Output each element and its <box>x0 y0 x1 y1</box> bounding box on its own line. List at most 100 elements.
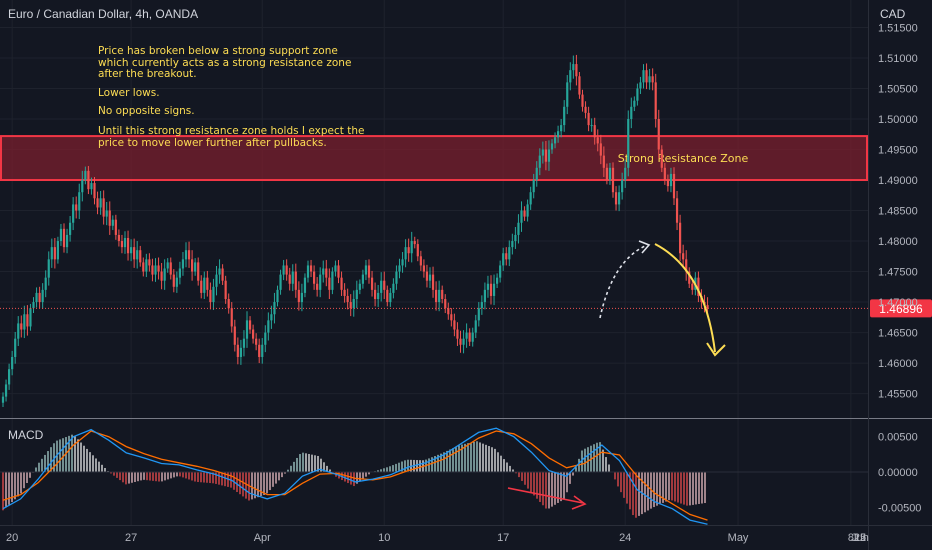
candle-body <box>130 247 133 254</box>
candle-body <box>288 274 291 284</box>
candle-body <box>584 106 587 113</box>
candle-body <box>72 204 75 223</box>
candle-body <box>50 247 53 260</box>
time-tick-label: 24 <box>619 532 631 544</box>
candle-body <box>346 295 349 303</box>
candle-body <box>474 320 477 333</box>
candle-body <box>17 323 20 339</box>
candle-body <box>11 356 14 370</box>
candle-body <box>422 265 425 272</box>
candle-body <box>447 308 450 315</box>
candle-body <box>691 283 694 290</box>
candle-body <box>69 222 72 235</box>
candle-body <box>614 192 618 205</box>
time-tick-label: May <box>728 532 749 544</box>
price-tick-label: 1.47000 <box>878 297 918 309</box>
candle-body <box>627 118 630 168</box>
candle-body <box>126 237 130 254</box>
candle-body <box>230 308 233 327</box>
candle-body <box>541 149 544 156</box>
candle-body <box>20 323 23 330</box>
projection-arrow-head <box>706 342 726 357</box>
annotation-text-expectation: Until this strong resistance zone holds … <box>98 125 365 149</box>
candle-body <box>1 396 5 403</box>
price-tick-label: 1.50500 <box>878 83 918 95</box>
macd-indicator-label[interactable]: MACD <box>8 428 44 442</box>
candle-body <box>520 210 523 223</box>
candle-body <box>212 286 215 303</box>
candle-body <box>218 268 221 275</box>
candle-body <box>233 326 236 345</box>
candle-body <box>444 299 447 309</box>
candle-body <box>352 299 355 309</box>
candle-body <box>319 274 322 290</box>
candle-body <box>398 265 401 272</box>
candle-body <box>44 277 47 290</box>
candle-body <box>178 268 181 278</box>
candle-body <box>593 125 596 138</box>
candle-body <box>279 274 282 290</box>
candle-body <box>581 94 584 107</box>
candle-body <box>392 283 395 293</box>
time-tick-label: 15 <box>854 532 866 544</box>
candle-body <box>334 265 337 272</box>
candle-body <box>306 265 310 278</box>
candle-body <box>645 70 648 83</box>
candle-body <box>377 292 380 300</box>
candle-body <box>547 149 551 162</box>
candle-body <box>706 305 709 309</box>
last-price-tag <box>870 299 932 318</box>
candle-body <box>47 259 50 278</box>
candle-body <box>532 180 535 193</box>
candle-body <box>59 228 63 242</box>
candle-body <box>505 253 508 260</box>
candle-body <box>669 173 673 187</box>
candle-body <box>663 167 666 181</box>
candle-body <box>560 125 563 132</box>
candle-body <box>355 289 358 300</box>
candle-body <box>239 347 242 357</box>
candle-body <box>550 143 554 150</box>
price-tick-label: 1.51500 <box>878 22 918 34</box>
candle-body <box>187 250 191 260</box>
candle-body <box>294 271 297 290</box>
candle-body <box>557 131 560 138</box>
candle-body <box>53 247 56 260</box>
candle-body <box>227 299 230 309</box>
candle-body <box>370 277 374 290</box>
candle-body <box>413 241 416 245</box>
candle-body <box>349 302 352 309</box>
candle-body <box>133 247 136 260</box>
annotation-text-lower-lows: Lower lows. <box>98 87 160 99</box>
candle-body <box>169 262 172 275</box>
candle-body <box>675 198 679 223</box>
candle-body <box>252 329 255 339</box>
price-tick-label: 1.49500 <box>878 145 918 157</box>
candle-body <box>499 265 502 278</box>
time-tick-label: 27 <box>125 532 137 544</box>
candle-body <box>544 149 547 162</box>
candle-body <box>87 170 90 190</box>
candle-body <box>605 167 608 181</box>
macd-tick-label: -0.00500 <box>878 502 921 514</box>
price-axis: 1.45500 1.46000 1.46500 1.47000 1.47500 1.480… <box>878 22 918 400</box>
candle-body <box>636 88 639 101</box>
symbol-title: Euro / Canadian Dollar, 4h, OANDA <box>8 7 199 21</box>
candle-body <box>139 250 142 263</box>
candle-body <box>477 308 480 321</box>
candle-body <box>291 271 294 284</box>
candle-body <box>648 76 651 83</box>
annotation-text-breakout: Price has broken below a strong support … <box>98 45 352 80</box>
candle-body <box>99 198 102 208</box>
candle-body <box>682 253 685 260</box>
candle-body <box>123 237 127 248</box>
candle-body <box>273 302 276 315</box>
resistance-zone-label: Strong Resistance Zone <box>618 152 749 165</box>
candle-body <box>538 155 541 168</box>
candle-body <box>486 283 490 290</box>
currency-label: CAD <box>880 7 906 21</box>
candle-body <box>242 338 246 348</box>
candle-body <box>496 277 499 284</box>
candle-body <box>526 204 529 217</box>
